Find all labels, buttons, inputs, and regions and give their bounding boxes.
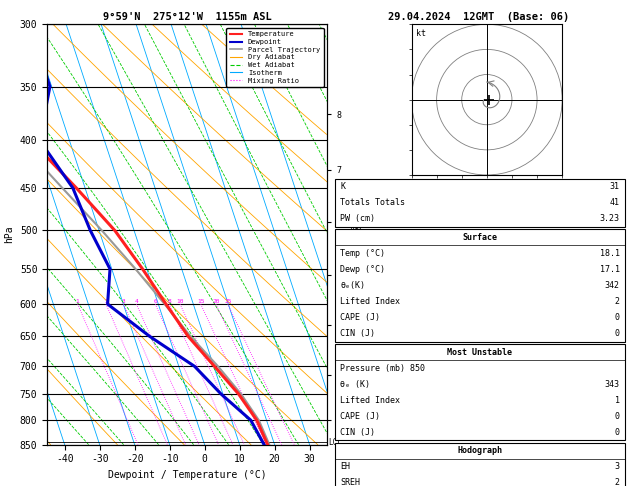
Text: © weatheronline.co.uk: © weatheronline.co.uk <box>426 467 532 476</box>
Text: PW (cm): PW (cm) <box>340 214 376 224</box>
Text: θₑ(K): θₑ(K) <box>340 281 365 290</box>
Text: 15: 15 <box>197 299 204 304</box>
Text: 1: 1 <box>615 396 620 405</box>
Text: Totals Totals: Totals Totals <box>340 198 405 208</box>
Text: kt: kt <box>416 29 426 38</box>
Text: Lifted Index: Lifted Index <box>340 396 400 405</box>
Text: CIN (J): CIN (J) <box>340 329 376 338</box>
Legend: Temperature, Dewpoint, Parcel Trajectory, Dry Adiabat, Wet Adiabat, Isotherm, Mi: Temperature, Dewpoint, Parcel Trajectory… <box>226 28 323 87</box>
Text: EH: EH <box>340 462 350 471</box>
Text: 31: 31 <box>610 182 620 191</box>
Text: Lifted Index: Lifted Index <box>340 297 400 306</box>
Text: K: K <box>340 182 345 191</box>
Text: CAPE (J): CAPE (J) <box>340 412 381 421</box>
Text: 10: 10 <box>176 299 184 304</box>
Text: SREH: SREH <box>340 478 360 486</box>
Text: Pressure (mb) 850: Pressure (mb) 850 <box>340 364 425 373</box>
Text: 0: 0 <box>615 329 620 338</box>
Text: 3.23: 3.23 <box>599 214 620 224</box>
Text: CAPE (J): CAPE (J) <box>340 313 381 322</box>
X-axis label: Dewpoint / Temperature (°C): Dewpoint / Temperature (°C) <box>108 470 267 480</box>
Text: 0: 0 <box>615 412 620 421</box>
Text: 20: 20 <box>212 299 220 304</box>
Text: Most Unstable: Most Unstable <box>447 347 513 357</box>
Text: 2: 2 <box>615 297 620 306</box>
Text: 29.04.2024  12GMT  (Base: 06): 29.04.2024 12GMT (Base: 06) <box>388 12 570 22</box>
Text: 3: 3 <box>121 299 125 304</box>
Text: CIN (J): CIN (J) <box>340 428 376 437</box>
Text: 18.1: 18.1 <box>599 249 620 258</box>
Text: Hodograph: Hodograph <box>457 446 503 455</box>
Text: 343: 343 <box>604 380 620 389</box>
Text: Dewp (°C): Dewp (°C) <box>340 265 386 274</box>
Text: 1: 1 <box>75 299 79 304</box>
Text: Surface: Surface <box>462 233 498 242</box>
Text: 2: 2 <box>615 478 620 486</box>
Text: 6: 6 <box>153 299 157 304</box>
Text: 8: 8 <box>167 299 171 304</box>
Text: 3: 3 <box>615 462 620 471</box>
Text: 2: 2 <box>104 299 108 304</box>
Text: 25: 25 <box>224 299 231 304</box>
Text: 0: 0 <box>615 428 620 437</box>
Text: Mixing Ratio (g/kg): Mixing Ratio (g/kg) <box>364 241 372 329</box>
Text: Temp (°C): Temp (°C) <box>340 249 386 258</box>
Text: 0: 0 <box>615 313 620 322</box>
Y-axis label: km
ASL: km ASL <box>350 215 365 235</box>
Title: 9°59'N  275°12'W  1155m ASL: 9°59'N 275°12'W 1155m ASL <box>103 12 272 22</box>
Text: 4: 4 <box>135 299 138 304</box>
Text: θₑ (K): θₑ (K) <box>340 380 370 389</box>
Text: 41: 41 <box>610 198 620 208</box>
Text: 342: 342 <box>604 281 620 290</box>
Y-axis label: hPa: hPa <box>4 226 14 243</box>
Text: LCL: LCL <box>328 438 342 447</box>
Text: 17.1: 17.1 <box>599 265 620 274</box>
